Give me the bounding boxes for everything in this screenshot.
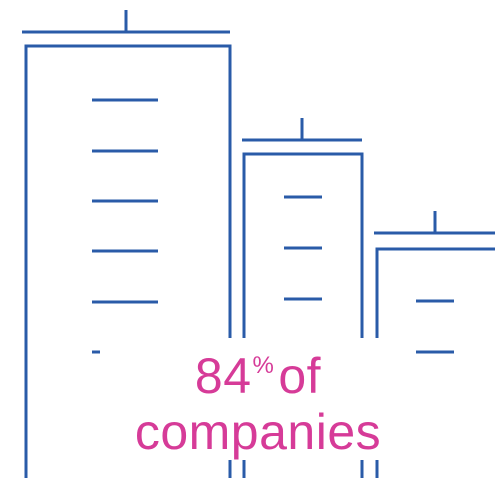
stat-number: 84: [194, 348, 252, 404]
stat-text: 84%of companies: [100, 338, 416, 460]
stat-subject: companies: [134, 404, 382, 460]
stat-unit: %: [252, 352, 275, 379]
building-middle: [242, 118, 364, 478]
stat-suffix: of: [278, 348, 322, 404]
